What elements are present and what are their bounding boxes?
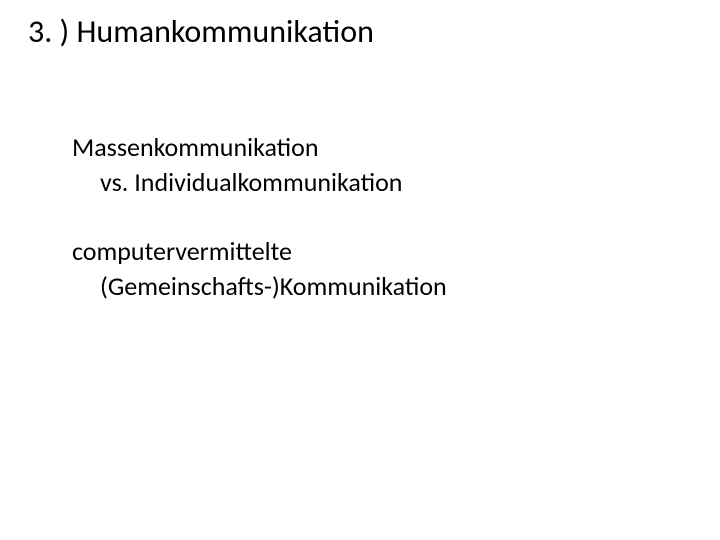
slide-body: Massenkommunikation vs. Individualkommun… xyxy=(72,130,447,304)
block-2-line-2: (Gemeinschafts-)Kommunikation xyxy=(72,269,447,304)
block-2: computervermittelte (Gemeinschafts-)Komm… xyxy=(72,234,447,304)
slide: 3. ) Humankommunikation Massenkommunikat… xyxy=(0,0,720,540)
block-1: Massenkommunikation vs. Individualkommun… xyxy=(72,130,447,200)
block-1-line-1: Massenkommunikation xyxy=(72,130,447,165)
block-2-line-1: computervermittelte xyxy=(72,234,447,269)
slide-title: 3. ) Humankommunikation xyxy=(28,12,374,51)
block-1-line-2: vs. Individualkommunikation xyxy=(72,165,447,200)
